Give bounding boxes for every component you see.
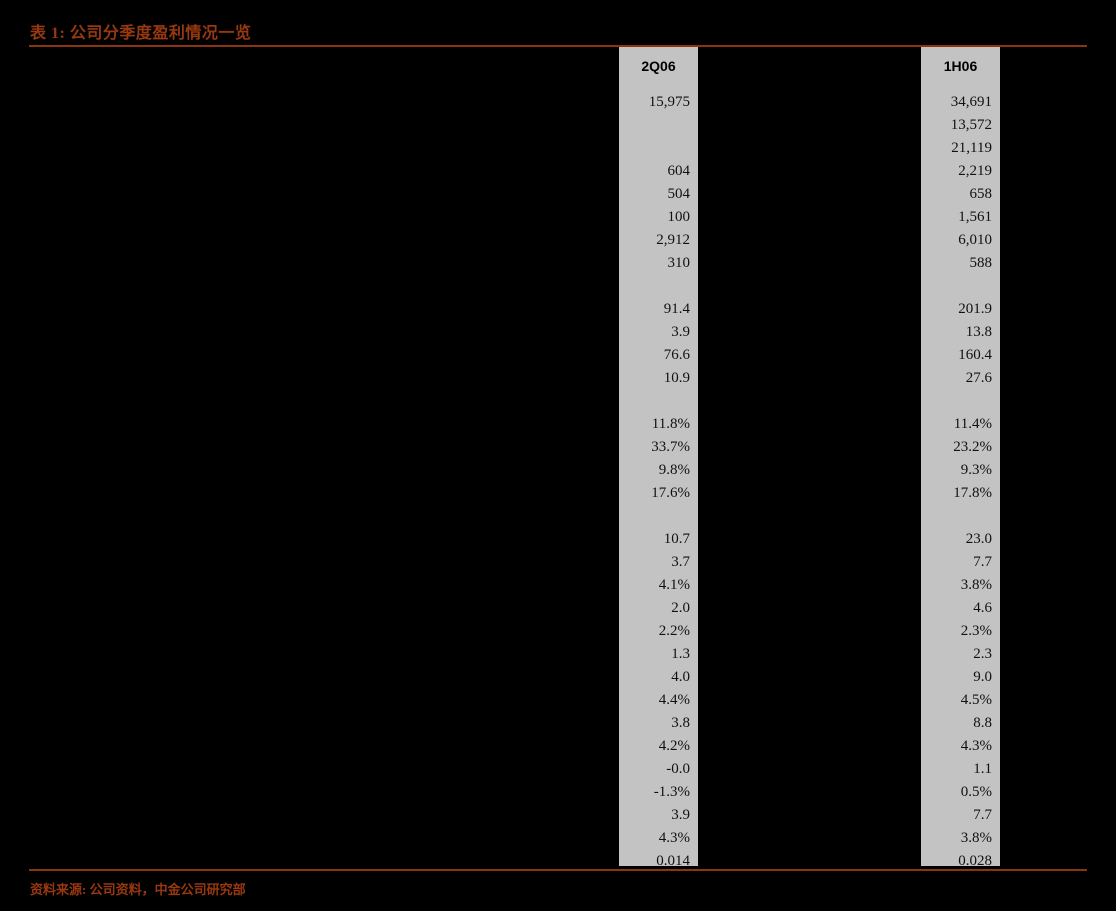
cell-2q06: 4.3% xyxy=(658,830,690,846)
cell-1h06: 1,561 xyxy=(958,209,992,225)
cell-1h06: 1.1 xyxy=(973,761,992,777)
cell-1h06: 9.3% xyxy=(960,462,992,478)
table-spacer-row xyxy=(619,114,698,137)
cell-1h06: 2,219 xyxy=(958,163,992,179)
cell-1h06: 3.8% xyxy=(960,830,992,846)
cell-1h06: 4.5% xyxy=(960,692,992,708)
cell-2q06: 3.9 xyxy=(671,324,690,340)
cell-1h06: 27.6 xyxy=(965,370,992,386)
cell-2q06: 504 xyxy=(667,186,691,202)
cell-2q06: 3.9 xyxy=(671,807,690,823)
cell-2q06: 9.8% xyxy=(658,462,690,478)
cell-1h06: 7.7 xyxy=(973,554,992,570)
cell-2q06: 10.7 xyxy=(663,531,690,547)
cell-1h06: 34,691 xyxy=(950,94,992,110)
table-spacer-row xyxy=(619,390,698,413)
table-column-1h06: 1H06 34,691 13,572 21,119 2,219 658 1,561 6,01… xyxy=(921,47,1000,869)
table-column-1h06-cells: 34,691 13,572 21,119 2,219 658 1,561 6,010 588 2… xyxy=(921,91,1000,873)
footer-divider xyxy=(29,869,1087,871)
cell-1h06: 23.0 xyxy=(965,531,992,547)
table-spacer-row xyxy=(921,275,1000,298)
cell-1h06: 9.0 xyxy=(973,669,992,685)
table-spacer-row xyxy=(619,137,698,160)
cell-2q06: 76.6 xyxy=(663,347,690,363)
cell-1h06: 13.8 xyxy=(965,324,992,340)
cell-2q06: 4.2% xyxy=(658,738,690,754)
table-spacer-row xyxy=(619,505,698,528)
cell-2q06: 4.0 xyxy=(671,669,690,685)
cell-1h06: 160.4 xyxy=(958,347,992,363)
cell-2q06: 11.8% xyxy=(651,416,690,432)
source-note: 资料来源: 公司资料，中金公司研究部 xyxy=(30,882,246,897)
cell-2q06: 17.6% xyxy=(651,485,690,501)
cell-2q06: 3.8 xyxy=(671,715,690,731)
cell-1h06: 4.3% xyxy=(960,738,992,754)
table-column-2q06: 2Q06 15,975 604 504 100 2,912 310 91.4 3.9 76.6 1… xyxy=(619,47,698,869)
page-title: 表 1: 公司分季度盈利情况一览 xyxy=(30,25,252,42)
cell-1h06: 0.5% xyxy=(960,784,992,800)
cell-2q06: -1.3% xyxy=(653,784,690,800)
cell-2q06: 2.2% xyxy=(658,623,690,639)
cell-1h06: 2.3% xyxy=(960,623,992,639)
cell-2q06: 1.3 xyxy=(671,646,690,662)
title-bar: 表 1: 公司分季度盈利情况一览 xyxy=(0,0,1116,47)
cell-1h06: 0.028 xyxy=(958,853,992,869)
cell-1h06: 11.4% xyxy=(953,416,992,432)
cell-2q06: 4.1% xyxy=(658,577,690,593)
cell-2q06: 2,912 xyxy=(656,232,690,248)
cell-2q06: 3.7 xyxy=(671,554,690,570)
cell-1h06: 2.3 xyxy=(973,646,992,662)
cell-2q06: 604 xyxy=(667,163,691,179)
cell-1h06: 7.7 xyxy=(973,807,992,823)
cell-1h06: 6,010 xyxy=(958,232,992,248)
table-spacer-row xyxy=(921,505,1000,528)
table-spacer-row xyxy=(619,275,698,298)
cell-2q06: 15,975 xyxy=(648,94,690,110)
cell-1h06: 588 xyxy=(969,255,993,271)
cell-2q06: 33.7% xyxy=(651,439,690,455)
column-header-2q06: 2Q06 xyxy=(641,58,676,74)
cell-1h06: 4.6 xyxy=(973,600,992,616)
cell-2q06: 4.4% xyxy=(658,692,690,708)
cell-1h06: 13,572 xyxy=(950,117,992,133)
cell-1h06: 3.8% xyxy=(960,577,992,593)
cell-1h06: 17.8% xyxy=(953,485,992,501)
cell-1h06: 8.8 xyxy=(973,715,992,731)
cell-2q06: 10.9 xyxy=(663,370,690,386)
column-header-1h06: 1H06 xyxy=(943,58,978,74)
cell-1h06: 201.9 xyxy=(958,301,992,317)
table-column-2q06-cells: 15,975 604 504 100 2,912 310 91.4 3.9 76.6 10.9 11… xyxy=(619,91,698,873)
table-spacer-row xyxy=(921,390,1000,413)
cell-2q06: -0.0 xyxy=(666,761,690,777)
cell-1h06: 21,119 xyxy=(951,140,992,156)
cell-2q06: 2.0 xyxy=(671,600,690,616)
cell-1h06: 23.2% xyxy=(953,439,992,455)
earnings-table: 2Q06 15,975 604 504 100 2,912 310 91.4 3.9 76.6 1… xyxy=(0,47,1116,869)
cell-2q06: 310 xyxy=(667,255,691,271)
cell-1h06: 658 xyxy=(969,186,993,202)
title-divider xyxy=(29,45,1087,47)
cell-2q06: 0.014 xyxy=(656,853,690,869)
cell-2q06: 91.4 xyxy=(663,301,690,317)
cell-2q06: 100 xyxy=(667,209,691,225)
